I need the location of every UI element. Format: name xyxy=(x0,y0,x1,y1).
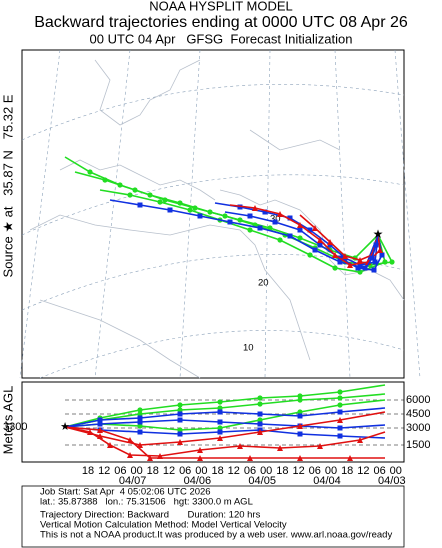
map-trajectories xyxy=(64,156,395,275)
height-tick-label: 4500 xyxy=(406,408,430,420)
grid-label: 10 xyxy=(243,343,254,354)
height-tick-label: 6000 xyxy=(406,394,430,406)
hour-tick-label: 12 xyxy=(163,465,175,477)
source-star: ★ xyxy=(373,227,384,241)
hour-tick-label: 12 xyxy=(292,465,304,477)
hour-tick-label: 00 xyxy=(260,465,272,477)
hour-tick-label: 12 xyxy=(228,465,240,477)
date-tick-label: 04/07 xyxy=(119,475,147,487)
grid-label: 20 xyxy=(258,278,269,289)
date-tick-label: 04/06 xyxy=(184,475,212,487)
footer-line: lat.: 35.87388 lon.: 75.31506 hgt: 3300.… xyxy=(40,497,253,508)
height-axis-label: Meters AGL xyxy=(0,386,15,455)
hour-tick-label: 12 xyxy=(98,465,110,477)
map-frame xyxy=(21,49,405,379)
hour-tick-label: 12 xyxy=(357,465,369,477)
source-label: Source ★ at 35.87 N 75.32 E xyxy=(0,94,15,277)
hour-tick-label: 18 xyxy=(82,465,94,477)
footer-line: This is not a NOAA product.It was produc… xyxy=(40,530,392,541)
model-title: NOAA HYSPLIT MODEL xyxy=(149,0,293,13)
footer-line: Vertical Motion Calculation Method: Mode… xyxy=(40,520,287,531)
subtitle: 00 UTC 04 Apr GFSG Forecast Initializati… xyxy=(90,31,353,46)
hour-tick-label: 18 xyxy=(147,465,159,477)
footer-box xyxy=(21,485,405,548)
date-tick-label: 04/03 xyxy=(378,475,406,487)
hour-tick-label: 00 xyxy=(130,465,142,477)
main-title: Backward trajectories ending at 0000 UTC… xyxy=(34,14,408,31)
date-tick-label: 04/04 xyxy=(313,475,341,487)
date-tick-label: 04/05 xyxy=(248,475,276,487)
hour-tick-label: 18 xyxy=(211,465,223,477)
footer-line: Job Start: Sat Apr 4 05:02:06 UTC 2026 xyxy=(40,487,211,498)
hour-tick-label: 06 xyxy=(309,465,321,477)
source-star: ★ xyxy=(60,421,70,433)
hour-tick-label: 06 xyxy=(179,465,191,477)
hour-tick-label: 18 xyxy=(276,465,288,477)
height-trajectories xyxy=(64,384,386,461)
hour-tick-label: 00 xyxy=(195,465,207,477)
start-height: 3300 xyxy=(3,421,27,433)
hour-tick-label: 00 xyxy=(390,465,402,477)
hour-tick-label: 06 xyxy=(373,465,385,477)
hour-tick-label: 18 xyxy=(341,465,353,477)
footer-line: Trajectory Direction: Backward Duration:… xyxy=(40,510,261,521)
hour-tick-label: 06 xyxy=(114,465,126,477)
hour-tick-label: 06 xyxy=(244,465,256,477)
height-tick-label: 1500 xyxy=(406,439,430,451)
hour-tick-label: 00 xyxy=(325,465,337,477)
height-tick-label: 3000 xyxy=(406,422,430,434)
